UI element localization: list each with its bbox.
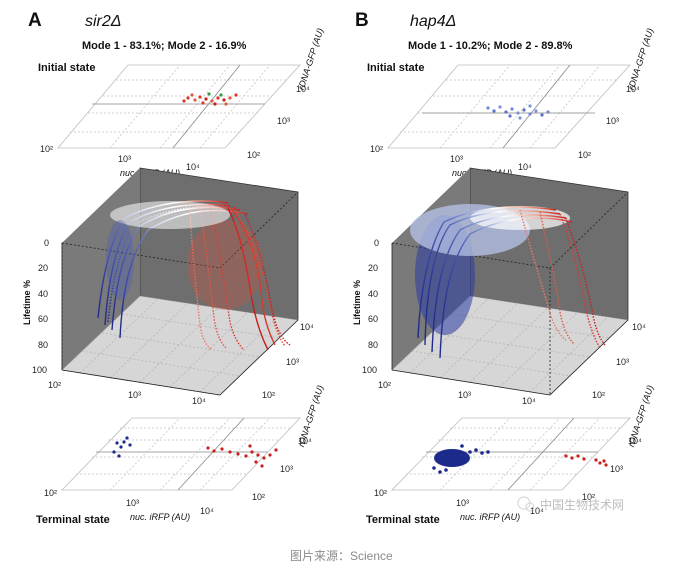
panel-b-modes: Mode 1 - 10.2%; Mode 2 - 89.8% (408, 40, 573, 52)
panel-a-initial-y-tick-1: 10² (247, 150, 260, 160)
panel-b-initial-x-tick-2: 10³ (450, 154, 463, 164)
panel-a-lifetime-tick-80: 80 (38, 340, 48, 350)
panel-b-lifetime-tick-60: 60 (368, 314, 378, 324)
panel-b-terminal-xlabel: nuc. iRFP (AU) (460, 512, 521, 522)
watermark: 中国生物技术网 (540, 498, 625, 512)
panel-a-terminal-points (112, 436, 278, 468)
panel-a-box-y-tick-3: 10⁴ (300, 322, 314, 332)
panel-b-box-x-tick-1: 10² (378, 380, 391, 390)
panel-b-terminal-y-tick-1: 10² (582, 492, 595, 502)
panel-a-initial-plane (57, 64, 301, 149)
panel-b-terminal-x-tick-2: 10³ (456, 498, 469, 508)
panel-a-initial-y-tick-3: 10⁴ (296, 84, 310, 94)
panel-a-lifetime-tick-100: 100 (32, 365, 47, 375)
panel-b-box-y-tick-3: 10⁴ (632, 322, 646, 332)
panel-b-box-x-tick-2: 10³ (458, 390, 471, 400)
wechat-icon (517, 496, 535, 512)
panel-a-lifetime-tick-60: 60 (38, 314, 48, 324)
panel-b-lifetime-tick-20: 20 (368, 263, 378, 273)
panel-b-box-x-tick-3: 10⁴ (522, 396, 536, 406)
panel-b-terminal-label: Terminal state (366, 514, 440, 526)
panel-a-strain: sir2Δ (85, 13, 122, 30)
panel-b-box-y-tick-1: 10² (592, 390, 605, 400)
panel-a-terminal-plane (61, 417, 301, 491)
panel-a-terminal-x-tick-1: 10² (44, 488, 57, 498)
panel-b-strain: hap4Δ (410, 13, 457, 30)
panel-b-terminal-y-tick-3: 10⁴ (628, 436, 642, 446)
figure-caption: 图片来源：Science (290, 549, 393, 563)
panel-b-lifetime-tick-80: 80 (368, 340, 378, 350)
panel-b-initial-y-tick-3: 10⁴ (626, 84, 640, 94)
panel-b-initial-y-tick-1: 10² (578, 150, 591, 160)
panel-a-initial-label: Initial state (38, 62, 96, 74)
panel-b-initial-points (486, 104, 550, 120)
panel-b-lifetime-tick-100: 100 (362, 365, 377, 375)
panel-b-terminal-plane (391, 417, 631, 491)
panel-a-initial-points (182, 92, 238, 106)
panel-a-terminal-xlabel: nuc. iRFP (AU) (130, 512, 191, 522)
panel-a-letter: A (28, 10, 42, 31)
panel-b-terminal-points (432, 444, 608, 474)
panel-b-initial-plane (387, 64, 631, 149)
panel-a-terminal-x-tick-2: 10³ (126, 498, 139, 508)
panel-b-traces (417, 206, 607, 359)
panel-a-lifetime-tick-0: 0 (44, 238, 49, 248)
panel-b-terminal-y-tick-2: 10³ (610, 464, 623, 474)
panel-a-modes: Mode 1 - 83.1%; Mode 2 - 16.9% (82, 40, 247, 52)
panel-b-terminal-x-tick-1: 10² (374, 488, 387, 498)
panel-a-box-y-tick-1: 10² (262, 390, 275, 400)
panel-a-initial-y-tick-2: 10³ (277, 116, 290, 126)
panel-a-terminal-y-tick-3: 10⁴ (298, 436, 312, 446)
panel-b-lifetime-tick-0: 0 (374, 238, 379, 248)
panel-a-initial-x-tick-1: 10² (40, 144, 53, 154)
panel-a-terminal-x-tick-3: 10⁴ (200, 506, 214, 516)
panel-a-terminal-y-tick-1: 10² (252, 492, 265, 502)
panel-b-lifetime-tick-40: 40 (368, 289, 378, 299)
panel-a-box-x-tick-2: 10³ (128, 390, 141, 400)
panel-a-lifetime-tick-20: 20 (38, 263, 48, 273)
panel-a-trace-fill (106, 201, 263, 310)
panel-a-initial-x-tick-3: 10⁴ (186, 162, 200, 172)
panel-b-terminal-x-tick-3: 10⁴ (530, 506, 544, 516)
panel-a-initial-x-tick-2: 10³ (118, 154, 131, 164)
panel-b-letter: B (355, 10, 369, 31)
panel-b-initial-x-tick-1: 10² (370, 144, 383, 154)
panel-b-box-y-tick-2: 10³ (616, 357, 629, 367)
panel-b-initial-x-tick-3: 10⁴ (518, 162, 532, 172)
panel-a-lifetime-tick-40: 40 (38, 289, 48, 299)
panel-a-box-x-tick-3: 10⁴ (192, 396, 206, 406)
panel-b-initial-label: Initial state (367, 62, 425, 74)
panel-a-box-x-tick-1: 10² (48, 380, 61, 390)
panel-a-terminal-y-tick-2: 10³ (280, 464, 293, 474)
panel-a-box-y-tick-2: 10³ (286, 357, 299, 367)
panel-b-initial-y-tick-2: 10³ (606, 116, 619, 126)
panel-a-terminal-label: Terminal state (36, 514, 110, 526)
